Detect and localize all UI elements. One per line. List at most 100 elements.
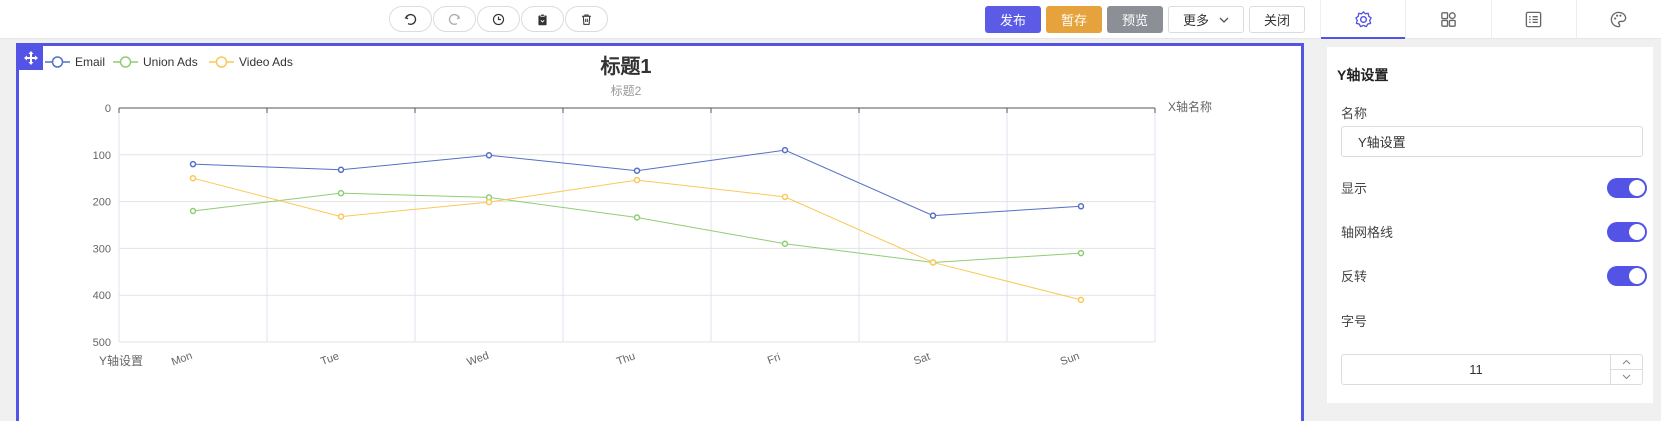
drag-handle[interactable] (19, 46, 43, 70)
top-toolbar: 发布 暂存 预览 更多 关闭 (0, 0, 1320, 39)
x-tick-label: Sun (1059, 350, 1082, 368)
data-point (781, 193, 789, 201)
undo-icon (404, 13, 417, 25)
trash-icon (582, 14, 591, 25)
history-icon (492, 13, 505, 25)
y-axis-name: Y轴设置 (99, 353, 143, 368)
publish-button[interactable]: 发布 (985, 6, 1041, 33)
delete-button[interactable] (565, 6, 608, 32)
reverse-toggle[interactable] (1607, 266, 1647, 286)
tab-settings[interactable] (1321, 0, 1407, 39)
name-input[interactable]: Y轴设置 (1341, 126, 1643, 157)
data-point (189, 174, 197, 182)
data-point (337, 166, 345, 174)
list-icon (1525, 11, 1542, 27)
data-point (1077, 249, 1085, 257)
x-tick-label: Tue (319, 350, 341, 368)
action-buttons: 发布 暂存 预览 更多 关闭 (985, 6, 1310, 33)
x-tick-label: Fri (766, 351, 782, 367)
y-tick-label: 300 (93, 243, 111, 255)
gridline-label: 轴网格线 (1341, 225, 1394, 240)
chevron-down-icon (1219, 17, 1229, 23)
legend-symbol (215, 56, 228, 68)
data-point (633, 167, 641, 174)
gridline-toggle[interactable] (1607, 222, 1647, 242)
data-point (189, 207, 197, 215)
clipboard-icon (538, 13, 547, 25)
show-toggle[interactable] (1607, 178, 1647, 198)
history-controls (389, 6, 609, 32)
increment-button[interactable] (1611, 355, 1642, 370)
data-point (337, 213, 345, 220)
grid-lines (118, 107, 1156, 343)
axes: 0 100 200 300 400 500 Mon Tue Wed Thu Fri Sat Sun (93, 103, 1156, 369)
section-title: Y轴设置 (1337, 67, 1389, 83)
redo-icon (448, 13, 461, 25)
legend-symbol (51, 56, 64, 68)
x-tick-label: Mon (170, 350, 194, 369)
tab-data[interactable] (1492, 0, 1577, 38)
tab-style[interactable] (1577, 0, 1661, 38)
data-point (781, 146, 789, 154)
legend-label: Video Ads (239, 55, 293, 69)
show-label: 显示 (1341, 181, 1368, 196)
grid-icon (1441, 11, 1456, 27)
series-lines (189, 146, 1085, 304)
more-label: 更多 (1182, 13, 1209, 28)
y-tick-label: 100 (93, 150, 111, 162)
properties-panel: Y轴设置 名称 Y轴设置 显示 轴网格线 反转 字号 11 (1321, 0, 1661, 421)
chevron-down-icon (1622, 374, 1631, 380)
more-dropdown[interactable]: 更多 (1168, 6, 1244, 33)
panel-tabs (1321, 0, 1661, 39)
data-point (485, 198, 493, 206)
legend-label: Union Ads (143, 55, 198, 69)
y-axis-settings: Y轴设置 名称 Y轴设置 显示 轴网格线 反转 字号 11 (1327, 47, 1653, 403)
data-point (337, 189, 345, 197)
data-point (189, 160, 197, 168)
legend[interactable]: Email Union Ads Video Ads (45, 55, 293, 69)
preview-button[interactable]: 预览 (1107, 6, 1163, 33)
chart-subtitle: 标题2 (611, 84, 642, 98)
legend-label: Email (75, 55, 105, 69)
data-point (1077, 296, 1085, 304)
history-button[interactable] (477, 6, 520, 32)
gear-icon (1354, 10, 1372, 27)
chart-title: 标题1 (600, 55, 651, 78)
fontsize-stepper[interactable]: 11 (1341, 354, 1643, 385)
stepper-arrows (1610, 355, 1642, 384)
fontsize-value[interactable]: 11 (1469, 362, 1483, 377)
y-tick-label: 200 (93, 197, 111, 209)
data-point (929, 259, 937, 266)
close-button[interactable]: 关闭 (1249, 6, 1305, 33)
chevron-up-icon (1622, 359, 1631, 365)
paste-button[interactable] (521, 6, 564, 32)
fontsize-label: 字号 (1341, 314, 1368, 329)
legend-symbol (119, 56, 132, 68)
x-tick-label: Sat (912, 351, 932, 368)
y-tick-label: 500 (93, 337, 111, 349)
data-point (485, 152, 493, 159)
redo-button[interactable] (433, 6, 476, 32)
move-icon (24, 51, 38, 65)
palette-icon (1611, 11, 1627, 27)
series-line (192, 192, 1082, 263)
y-tick-label: 400 (93, 290, 111, 302)
data-point (1077, 203, 1085, 210)
data-point (781, 240, 789, 247)
undo-button[interactable] (389, 6, 432, 32)
tab-components[interactable] (1406, 0, 1492, 38)
save-draft-button[interactable]: 暂存 (1046, 6, 1102, 33)
series-line (192, 177, 1082, 301)
name-label: 名称 (1341, 106, 1368, 121)
reverse-label: 反转 (1341, 269, 1368, 284)
data-point (633, 214, 641, 221)
y-tick-label: 0 (105, 103, 111, 115)
chart-canvas[interactable]: 0 100 200 300 400 500 Mon Tue Wed Thu Fri Sat Sun Em… (16, 43, 1304, 421)
x-axis-name: X轴名称 (1168, 99, 1212, 114)
x-tick-label: Wed (465, 350, 490, 369)
x-tick-label: Thu (615, 350, 637, 368)
decrement-button[interactable] (1611, 370, 1642, 384)
data-point (633, 176, 641, 184)
line-chart: 0 100 200 300 400 500 Mon Tue Wed Thu Fri Sat Sun Em… (45, 55, 1212, 369)
data-point (929, 212, 937, 219)
